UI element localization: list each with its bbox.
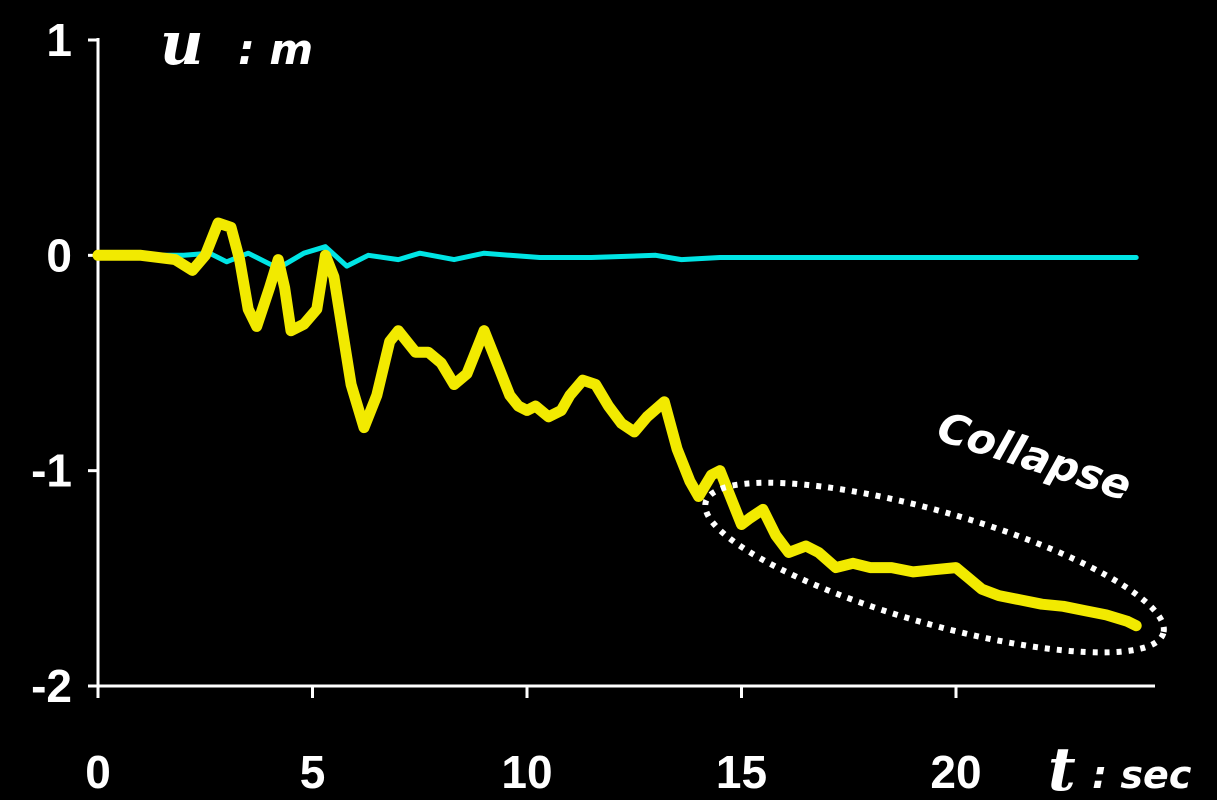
ticks: 10-1-20 5 10 15 20 [31,14,981,798]
y-axis-symbol: u [160,9,204,79]
x-tick-label: 15 [716,746,767,798]
y-axis-label: u : m [160,9,313,79]
x-tick-label: 5 [300,746,326,798]
x-axis-symbol: t [1048,735,1076,800]
series-group [92,217,1142,632]
y-tick-label: -2 [31,660,72,712]
axes [88,38,1155,696]
x-axis-label: t : sec [1048,735,1192,800]
y-tick-label: -1 [31,445,72,497]
y-tick-label: 0 [46,229,72,281]
series-line-1 [95,244,1139,271]
x-tick-label: 20 [930,746,981,798]
y-axis-unit: : m [238,25,313,74]
x-tick-label: 10 [501,746,552,798]
x-axis-unit: : sec [1092,753,1192,797]
y-tick-label: 1 [46,14,72,66]
collapse-ellipse [702,479,1167,656]
series-line-2 [92,217,1142,632]
x-tick-label: 0 [85,746,111,798]
